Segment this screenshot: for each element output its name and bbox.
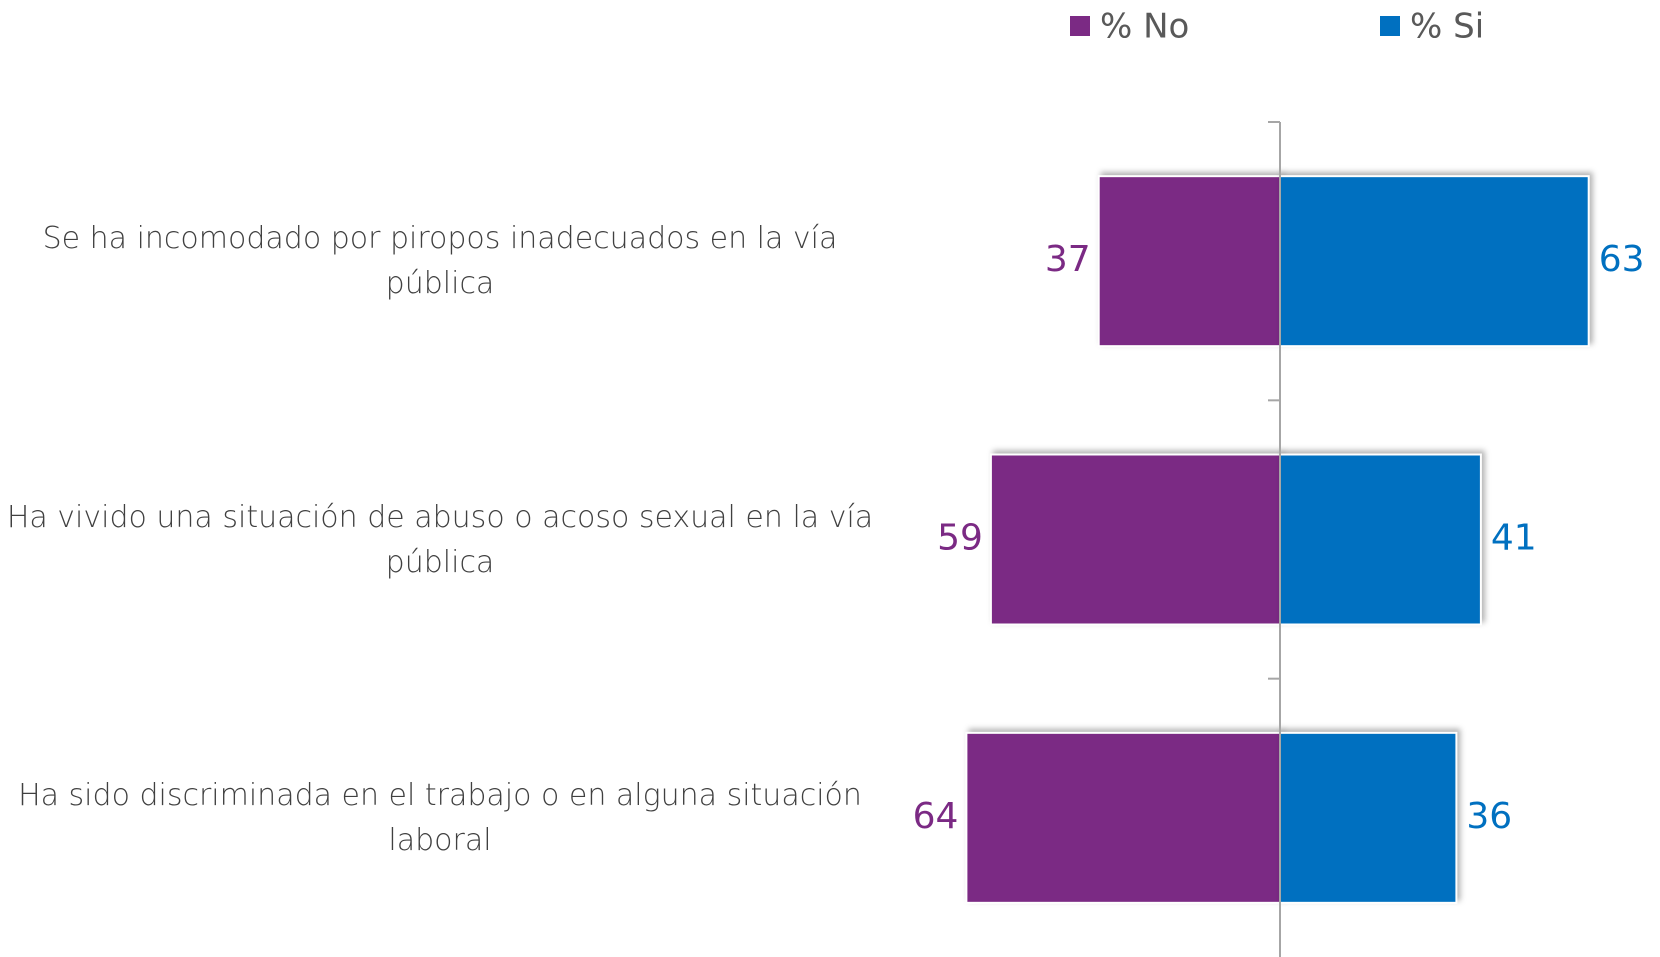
legend-label: % No [1100, 7, 1189, 47]
bar [965, 731, 1282, 904]
bar [1279, 731, 1458, 904]
bar [1279, 175, 1590, 348]
legend-label: % Si [1410, 7, 1484, 47]
category-label: Ha vivido una situación de abuso o acoso… [6, 499, 874, 580]
bar [1097, 175, 1281, 348]
category-label: Se ha incomodado por piropos inadecuados… [42, 221, 838, 302]
value-label: 37 [1045, 239, 1091, 280]
category-label: Ha sido discriminada en el trabajo o en … [18, 777, 862, 858]
legend-swatch [1380, 16, 1400, 36]
bar [1279, 453, 1482, 626]
bar [989, 453, 1282, 626]
value-label: 59 [937, 518, 983, 559]
value-label: 41 [1491, 518, 1537, 559]
value-label: 36 [1466, 796, 1512, 837]
legend-swatch [1070, 16, 1090, 36]
value-label: 63 [1599, 239, 1645, 280]
value-label: 64 [913, 796, 959, 837]
